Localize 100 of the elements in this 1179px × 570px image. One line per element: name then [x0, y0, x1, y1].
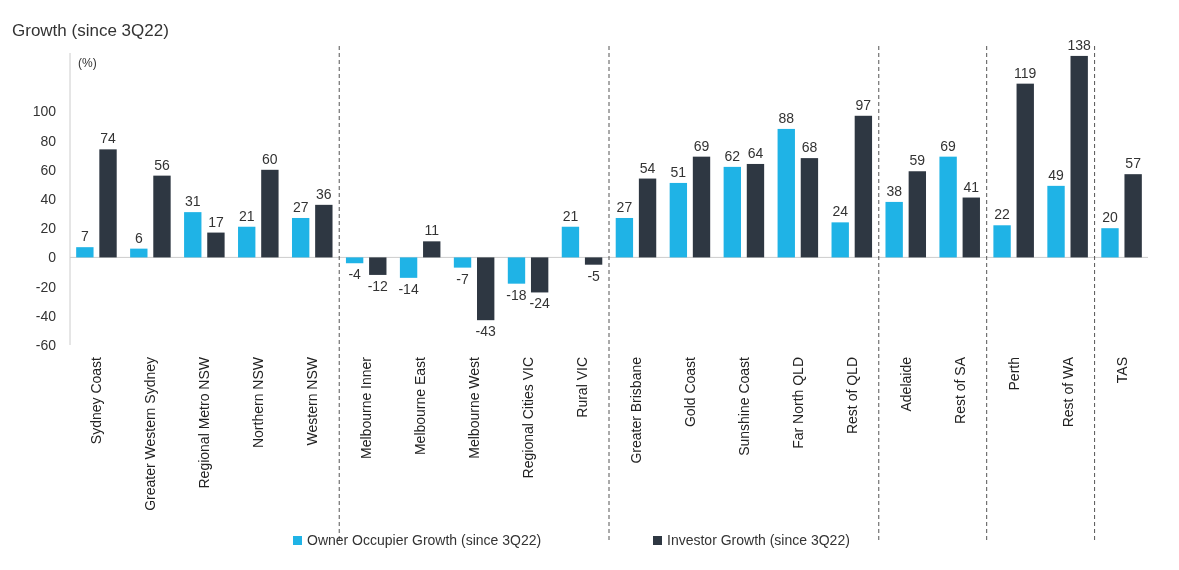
- data-label: 17: [208, 213, 224, 230]
- bar: [369, 257, 387, 275]
- data-label: 27: [616, 198, 633, 215]
- bar: [908, 171, 927, 258]
- legend-label: Owner Occupier Growth (since 3Q22): [307, 532, 542, 548]
- data-label: 41: [963, 178, 980, 195]
- bar: [1047, 185, 1065, 258]
- bar: [1124, 174, 1142, 258]
- data-label: 59: [909, 152, 926, 169]
- bar: [153, 175, 171, 258]
- bar: [507, 257, 526, 284]
- data-label: 62: [724, 147, 741, 164]
- bar: [1101, 228, 1119, 258]
- data-label: -5: [587, 267, 601, 284]
- data-label: 68: [801, 139, 818, 156]
- y-tick-label: 20: [40, 220, 57, 237]
- y-tick-label: 80: [40, 132, 57, 149]
- bar: [99, 149, 117, 258]
- bar: [207, 232, 225, 258]
- bar: [615, 217, 634, 258]
- bar: [746, 163, 765, 258]
- chart-title: Growth (since 3Q22): [12, 21, 169, 40]
- bar: [831, 222, 849, 258]
- data-label: 21: [238, 207, 255, 224]
- y-tick-label: -20: [35, 278, 57, 295]
- x-tick-label: Regional Cities VIC: [520, 357, 537, 479]
- bar: [291, 217, 310, 258]
- x-tick-label: Melbourne East: [412, 356, 429, 456]
- data-label: -4: [348, 266, 362, 283]
- data-label: 60: [262, 150, 278, 167]
- x-tick-label: Rest of SA: [951, 356, 968, 424]
- data-label: 36: [316, 185, 332, 202]
- data-label: 97: [855, 96, 872, 113]
- x-tick-label: Melbourne West: [466, 356, 483, 459]
- y-tick-label: 40: [40, 190, 57, 207]
- data-label: -12: [367, 277, 389, 294]
- x-tick-label: Far North QLD: [789, 357, 806, 449]
- data-label: 27: [292, 198, 309, 215]
- legend-label: Investor Growth (since 3Q22): [667, 532, 850, 548]
- x-tick-label: Gold Coast: [681, 356, 698, 428]
- data-label: 38: [886, 182, 903, 199]
- x-tick-label: Western NSW: [304, 356, 321, 446]
- bar: [800, 158, 819, 258]
- x-tick-label: Perth: [1005, 357, 1022, 391]
- data-label: 7: [80, 228, 89, 245]
- bar: [962, 197, 980, 258]
- x-tick-label: Sunshine Coast: [735, 356, 752, 456]
- bar: [399, 257, 418, 278]
- x-tick-label: TAS: [1113, 357, 1130, 384]
- bar: [315, 204, 333, 258]
- data-label: -24: [529, 295, 550, 312]
- data-label: 64: [747, 144, 764, 161]
- data-label: 56: [154, 156, 170, 173]
- x-tick-label: Rest of QLD: [843, 357, 860, 435]
- data-label: 24: [832, 203, 849, 220]
- data-label: 69: [940, 137, 957, 154]
- data-label: 49: [1048, 166, 1065, 183]
- bar: [561, 226, 580, 258]
- bar: [530, 257, 549, 293]
- bar: [345, 257, 364, 264]
- x-tick-label: Greater Western Sydney: [142, 357, 159, 511]
- data-label: 54: [639, 159, 656, 176]
- data-label: 88: [778, 109, 795, 126]
- data-label: 119: [1014, 64, 1037, 81]
- bar: [638, 178, 657, 258]
- bar: [723, 166, 741, 258]
- bar: [692, 156, 711, 258]
- bar: [885, 201, 903, 258]
- data-label: 31: [184, 193, 201, 210]
- x-tick-label: Rest of WA: [1059, 356, 1076, 428]
- x-tick-label: Regional Metro NSW: [196, 356, 213, 489]
- bar: [1016, 83, 1034, 258]
- bar: [238, 226, 256, 258]
- data-label: -14: [398, 280, 419, 297]
- bar: [777, 128, 795, 258]
- y-tick-label: -40: [35, 307, 57, 324]
- bar: [76, 247, 94, 258]
- bar: [939, 156, 957, 258]
- x-tick-label: Rural VIC: [574, 357, 591, 418]
- data-label: 21: [562, 207, 579, 224]
- bar: [993, 225, 1011, 258]
- bar: [1070, 55, 1088, 258]
- y-tick-label: 100: [32, 103, 57, 120]
- bar: [669, 182, 688, 258]
- data-label: 74: [100, 130, 117, 147]
- data-label: 22: [994, 206, 1011, 223]
- data-label: -7: [456, 270, 469, 287]
- bar: [854, 115, 873, 258]
- x-tick-label: Adelaide: [897, 356, 914, 412]
- data-label: 6: [134, 229, 143, 246]
- data-label: 11: [424, 222, 440, 239]
- data-label: 69: [693, 137, 710, 154]
- data-label: 20: [1102, 209, 1118, 226]
- x-tick-label: Melbourne Inner: [358, 356, 375, 459]
- bar: [584, 257, 603, 265]
- data-label: 138: [1067, 36, 1092, 53]
- bar: [423, 241, 441, 258]
- y-axis-title: (%): [78, 56, 97, 70]
- data-label: -43: [475, 323, 497, 340]
- x-tick-label: Northern NSW: [250, 356, 267, 449]
